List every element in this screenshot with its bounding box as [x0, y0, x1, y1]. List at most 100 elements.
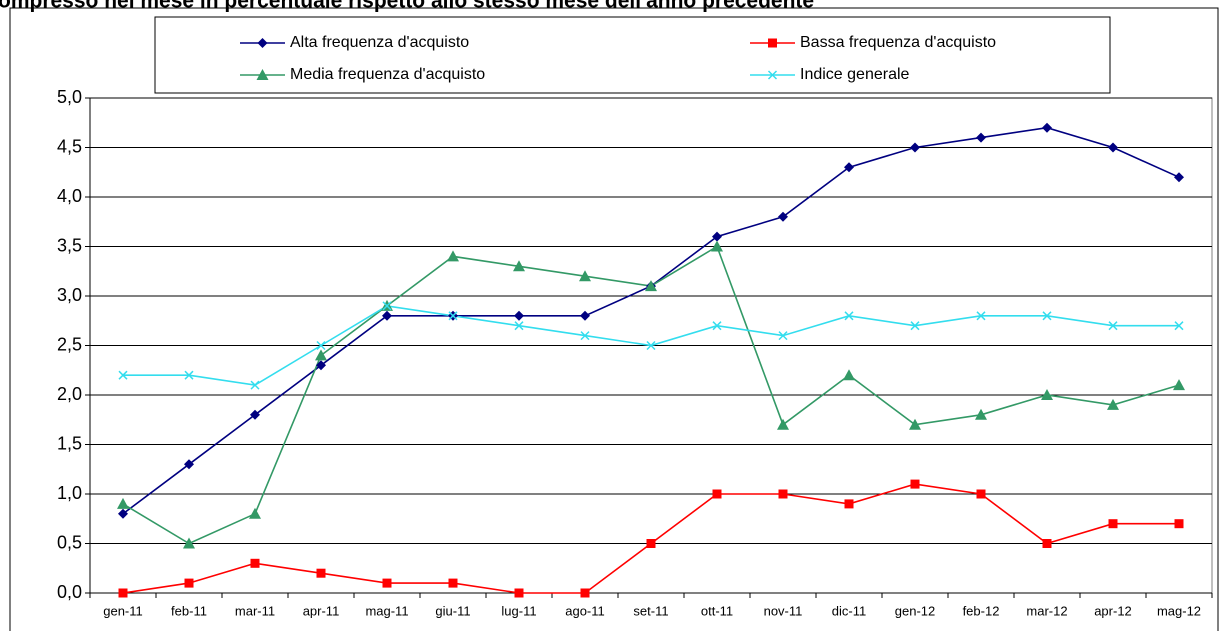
data-point [382, 578, 392, 588]
data-point [514, 310, 524, 321]
data-point [778, 211, 788, 222]
y-tick-label: 4,0 [57, 186, 82, 206]
data-point [1042, 539, 1052, 548]
legend-label: Indice generale [800, 66, 910, 83]
x-tick-label: mar-12 [1026, 603, 1067, 618]
x-tick-label: gen-12 [895, 603, 935, 618]
data-point [778, 489, 788, 499]
data-point [579, 270, 591, 282]
data-point [1041, 389, 1053, 400]
data-point [1174, 321, 1184, 331]
data-point [513, 260, 525, 272]
x-tick-label: ott-11 [701, 603, 733, 618]
data-point [712, 321, 722, 331]
y-tick-label: 1,0 [57, 483, 82, 503]
data-point [777, 418, 789, 430]
data-point [1108, 519, 1118, 529]
data-point [580, 588, 590, 598]
data-point [183, 537, 195, 549]
data-point [1173, 379, 1185, 391]
data-point [118, 588, 128, 598]
x-tick-label: mar-11 [235, 603, 275, 618]
data-point [382, 310, 392, 321]
data-point [117, 497, 129, 509]
data-point [1108, 321, 1118, 331]
data-point [646, 340, 656, 351]
data-point [844, 499, 854, 509]
data-point [844, 162, 854, 173]
chart-border [9, 7, 1219, 631]
data-point [118, 370, 128, 380]
y-tick-label: 2,5 [57, 334, 82, 354]
x-tick-label: nov-11 [764, 603, 803, 618]
data-point [580, 331, 590, 341]
legend-box [154, 16, 1111, 94]
data-point [976, 311, 986, 321]
data-point [184, 578, 194, 588]
data-point [514, 588, 524, 598]
data-point [910, 321, 920, 331]
data-point [976, 132, 986, 143]
x-tick-label: ago-11 [565, 603, 605, 618]
data-point [580, 310, 590, 321]
data-point [250, 409, 260, 420]
data-point [645, 280, 657, 292]
data-point [909, 418, 921, 430]
data-point [316, 340, 326, 351]
y-tick-label: 1,5 [57, 433, 82, 453]
data-point [1107, 398, 1119, 410]
data-point [976, 489, 986, 499]
data-point [712, 231, 722, 242]
x-tick-label: feb-11 [171, 603, 207, 618]
data-point [843, 369, 855, 381]
data-point [1174, 519, 1184, 529]
data-point [316, 568, 326, 578]
y-tick-label: 2,0 [57, 384, 82, 404]
data-point [447, 250, 459, 262]
x-tick-label: giu-11 [435, 603, 470, 618]
data-point [975, 408, 987, 420]
y-tick-label: 3,0 [57, 285, 82, 305]
legend-marker [256, 69, 269, 80]
data-point [711, 240, 723, 252]
legend-label: Media frequenza d'acquisto [290, 66, 485, 83]
legend-label: Bassa frequenza d'acquisto [800, 34, 996, 51]
legend-marker [768, 38, 777, 48]
legend-label: Alta frequenza d'acquisto [290, 34, 469, 51]
data-point [778, 331, 788, 341]
data-point [448, 311, 458, 321]
data-point [250, 558, 260, 568]
x-tick-label: apr-11 [303, 603, 340, 618]
data-point [712, 489, 722, 499]
data-point [448, 578, 458, 588]
y-tick-label: 0,0 [57, 582, 82, 602]
data-point [514, 321, 524, 331]
x-tick-label: mag-11 [365, 603, 408, 618]
data-point [844, 311, 854, 321]
data-point [910, 142, 920, 153]
data-point [1174, 172, 1184, 183]
y-tick-label: 0,5 [57, 532, 82, 552]
data-point [1042, 311, 1052, 321]
data-point [315, 349, 327, 361]
data-point [1108, 142, 1118, 153]
legend-marker [767, 70, 778, 80]
data-point [249, 507, 261, 519]
y-tick-label: 5,0 [57, 87, 82, 107]
data-point [1042, 122, 1052, 133]
data-point [250, 380, 260, 390]
data-point [646, 539, 656, 548]
data-point [184, 370, 194, 380]
x-tick-label: mag-12 [1157, 603, 1201, 618]
chart-title: ompresso nel mese in percentuale rispett… [0, 0, 814, 13]
x-tick-label: gen-11 [103, 603, 143, 618]
x-tick-label: set-11 [633, 603, 668, 618]
legend-marker [257, 38, 268, 48]
x-tick-label: dic-11 [832, 603, 866, 618]
data-point [184, 459, 194, 470]
data-point [316, 360, 326, 371]
x-tick-label: feb-12 [963, 603, 1000, 618]
y-tick-label: 4,5 [57, 136, 82, 156]
